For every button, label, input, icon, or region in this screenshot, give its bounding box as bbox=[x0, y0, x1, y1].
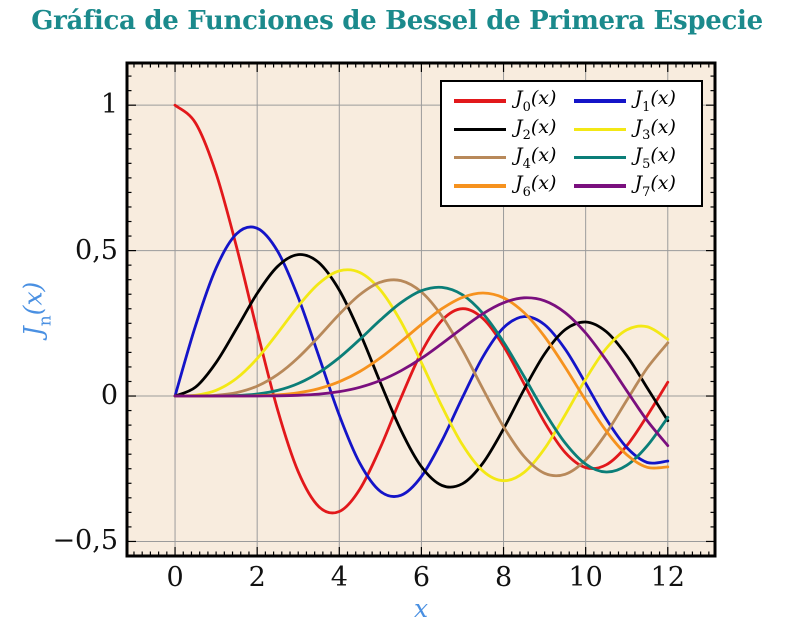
curve-J7 bbox=[173, 296, 670, 447]
x-tick-label: 0 bbox=[166, 562, 184, 593]
legend-line-J1 bbox=[573, 99, 626, 103]
legend-item-J6: J6(x) bbox=[454, 172, 574, 200]
x-axis-label: x bbox=[413, 594, 429, 623]
legend-label-J4: J4(x) bbox=[515, 143, 557, 172]
legend-box: J0(x) J1(x) J2(x) J3(x) J4(x) J5(x) J6(x) J7(x) bbox=[440, 80, 703, 207]
x-tick-label: 8 bbox=[494, 562, 513, 593]
curve-J2 bbox=[173, 253, 670, 489]
legend-label-J6: J6(x) bbox=[515, 172, 557, 200]
legend-label-J0: J0(x) bbox=[515, 87, 557, 115]
legend-item-J4: J4(x) bbox=[454, 143, 574, 172]
legend-line-J4 bbox=[454, 155, 506, 160]
legend-label-J1: J1(x) bbox=[634, 87, 676, 115]
legend-line-J2 bbox=[454, 127, 506, 132]
legend-label-J7: J7(x) bbox=[634, 172, 676, 200]
chart-title: Gráfica de Funciones de Bessel de Primer… bbox=[31, 6, 763, 36]
legend-item-J5: J5(x) bbox=[573, 143, 694, 172]
y-tick-label: 1 bbox=[100, 89, 118, 121]
curve-J1 bbox=[173, 225, 670, 498]
legend-item-J2: J2(x) bbox=[454, 115, 574, 144]
legend-label-J2: J2(x) bbox=[515, 115, 557, 144]
y-tick-label: −0,5 bbox=[52, 525, 118, 557]
legend-label-J3: J3(x) bbox=[634, 115, 676, 144]
legend-item-J7: J7(x) bbox=[573, 172, 694, 200]
y-tick-label: 0,5 bbox=[75, 234, 118, 266]
legend-label-J5: J5(x) bbox=[634, 143, 676, 172]
curve-J3 bbox=[173, 268, 670, 483]
x-tick-label: 6 bbox=[412, 562, 430, 593]
legend-line-J3 bbox=[573, 127, 626, 132]
legend-line-J5 bbox=[573, 155, 626, 160]
legend-line-J6 bbox=[454, 184, 506, 188]
y-tick-label: 0 bbox=[100, 379, 118, 411]
plot-border bbox=[125, 61, 717, 558]
y-axis-label-suffix: (x) bbox=[18, 281, 48, 316]
x-tick-label: 2 bbox=[248, 562, 266, 593]
curve-J5 bbox=[173, 285, 670, 474]
y-axis-label: Jn(x) bbox=[18, 281, 56, 337]
legend-item-J1: J1(x) bbox=[573, 87, 694, 115]
legend-item-J0: J0(x) bbox=[454, 87, 574, 115]
x-tick-label: 10 bbox=[568, 562, 603, 593]
legend-item-J3: J3(x) bbox=[573, 115, 694, 144]
x-tick-label: 4 bbox=[330, 562, 348, 593]
legend-line-J0 bbox=[454, 99, 506, 103]
y-axis-label-func: J bbox=[18, 326, 48, 337]
x-tick-label: 12 bbox=[650, 562, 685, 593]
legend-line-J7 bbox=[573, 184, 626, 188]
y-axis-label-sub: n bbox=[35, 315, 56, 327]
